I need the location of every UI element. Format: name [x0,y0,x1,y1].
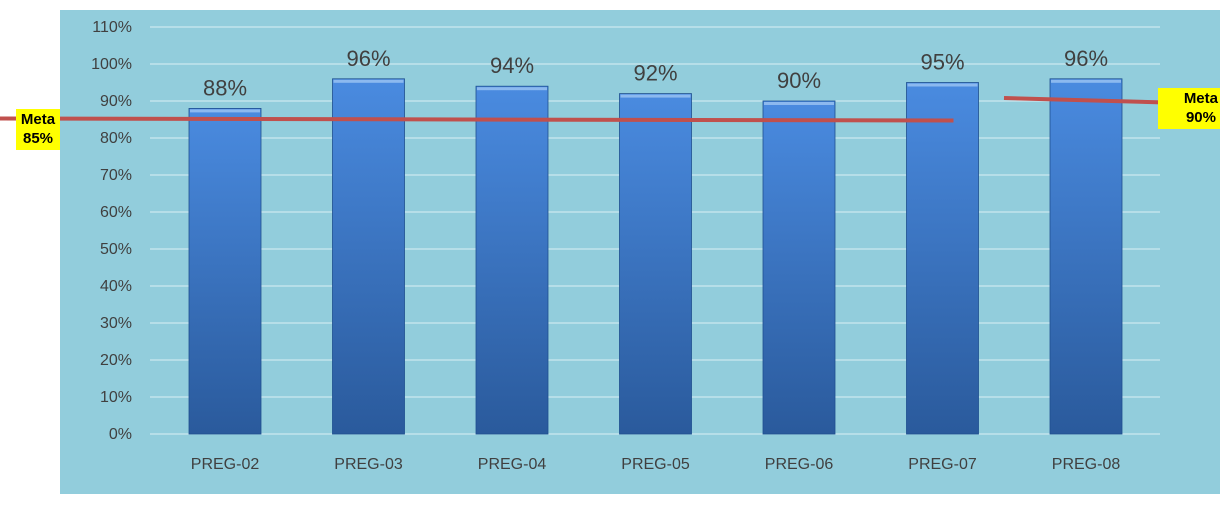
y-tick-label: 0% [109,426,132,443]
target-label-85-value: 85% [22,130,54,147]
y-tick-label: 100% [91,56,132,73]
y-tick-label: 70% [100,167,132,184]
y-axis-ticks: 0% 10% 20% 30% 40% 50% 60% 70% 80% 90% 100% 110% [91,19,132,443]
x-tick-label: PREG-05 [621,456,690,473]
x-tick-label: PREG-03 [334,456,403,473]
data-label: 88% [203,75,247,100]
bar-highlight [190,109,260,113]
y-tick-label: 20% [100,352,132,369]
bar [1049,78,1123,435]
bars [188,78,1123,435]
bar-highlight [764,102,834,105]
x-tick-label: PREG-07 [908,456,977,473]
bar [188,108,262,435]
bar-highlight [477,87,547,91]
y-tick-label: 50% [100,241,132,258]
data-label: 90% [777,68,821,93]
x-axis-ticks: PREG-02 PREG-03 PREG-04 PREG-05 PREG-06 PREG-… [191,456,1121,473]
bar-highlight [1051,79,1121,83]
data-label: 96% [1064,46,1108,71]
bar [475,85,549,435]
bar [906,82,979,435]
target-label-90-value: 90% [1185,109,1216,126]
data-labels: 88% 96% 94% 92% 90% 95% 96% [203,46,1108,101]
x-tick-label: PREG-02 [191,456,260,473]
x-tick-label: PREG-04 [478,456,547,473]
target-label-90-title: Meta [1183,90,1218,107]
y-tick-label: 80% [100,130,132,147]
y-tick-label: 40% [100,278,132,295]
target-label-85-title: Meta [20,111,56,128]
data-label: 92% [633,61,677,86]
target-line [0,116,954,123]
bar-highlight [907,83,978,87]
x-tick-label: PREG-08 [1052,456,1121,473]
target-label-90: Meta 90% [1158,88,1220,129]
bar-highlight [620,94,691,98]
bar [762,100,836,435]
y-tick-label: 90% [100,93,132,110]
y-tick-label: 60% [100,204,132,221]
data-label: 95% [920,50,964,75]
y-tick-label: 110% [92,19,132,36]
target-label-85: Meta 85% [16,109,60,150]
data-label: 94% [490,53,534,78]
data-label: 96% [346,46,390,71]
y-tick-label: 30% [100,315,132,332]
x-tick-label: PREG-06 [765,456,834,473]
bar [619,93,692,435]
bar-highlight [333,79,404,83]
y-tick-label: 10% [100,389,132,406]
bar [332,78,405,435]
